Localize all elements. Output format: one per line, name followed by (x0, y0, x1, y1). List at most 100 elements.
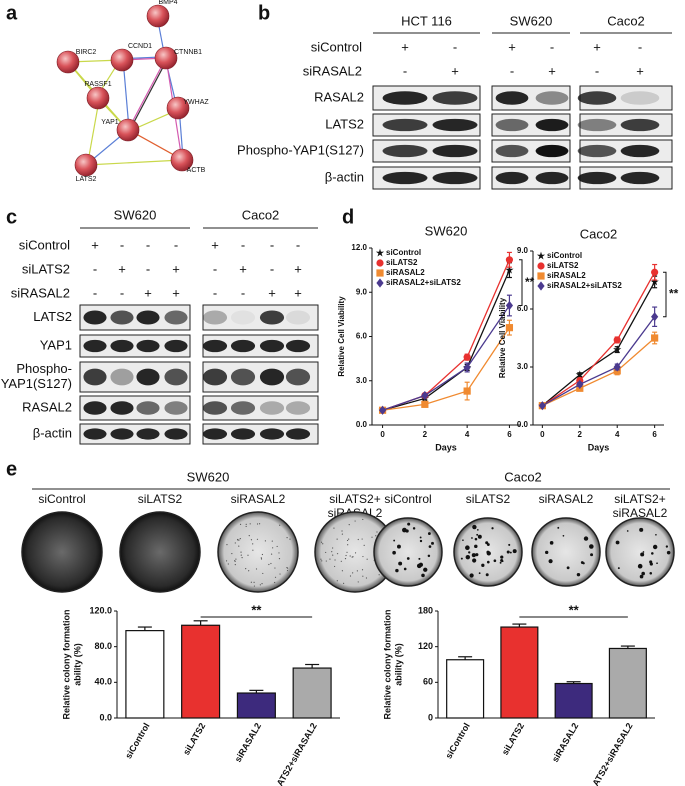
blot-band (83, 368, 107, 386)
condition-sign: - (213, 285, 217, 300)
cell-line: Caco2 (242, 207, 280, 222)
colony (249, 523, 251, 525)
colony (261, 583, 263, 585)
x-tick-label: 4 (615, 430, 620, 439)
condition-sign: - (146, 237, 150, 252)
colony (506, 550, 510, 554)
series-line (542, 337, 656, 407)
legend-label: siRASAL2 (386, 268, 425, 277)
node-label: ACTB (187, 167, 206, 174)
colony (235, 558, 237, 560)
y-axis-label: ability (%) (393, 643, 403, 686)
blot-label: YAP1(S127) (1, 376, 72, 391)
blot-band (432, 118, 478, 132)
colony (491, 527, 494, 530)
colony (363, 544, 365, 546)
condition-sign: - (453, 39, 457, 54)
panel-label: c (6, 206, 17, 228)
blot-band (83, 310, 107, 325)
blot-label: β-actin (33, 425, 72, 440)
colony (252, 543, 254, 545)
condition-sign: + (91, 237, 99, 252)
blot-band (259, 310, 285, 325)
colony (240, 554, 242, 556)
network-edge (127, 57, 167, 131)
colony (460, 557, 463, 560)
colony (341, 530, 343, 532)
blot-band (577, 118, 617, 132)
colony (253, 585, 256, 587)
colony (270, 562, 272, 565)
blot-band (136, 401, 160, 415)
panel-label: a (6, 2, 18, 24)
lane-label: siControl (38, 492, 85, 506)
colony (412, 527, 416, 530)
network-edge (85, 159, 183, 166)
colony (362, 575, 364, 577)
condition-label: siLATS2 (22, 261, 70, 276)
colony (252, 549, 254, 551)
cell-line: HCT 116 (401, 13, 452, 28)
panel-label: b (258, 2, 270, 24)
y-tick-label: 80.0 (94, 641, 112, 651)
marker (421, 400, 429, 408)
x-tick-label: siRASAL2 (550, 721, 580, 764)
colony (469, 573, 474, 578)
colony (375, 535, 377, 537)
blot-label: YAP1 (40, 337, 72, 352)
y-tick-label: 6.0 (356, 332, 368, 341)
cell-line: Caco2 (607, 13, 645, 28)
colony (392, 550, 396, 555)
condition-sign: + (172, 261, 180, 276)
legend-label: siRASAL2+siLATS2 (547, 281, 622, 290)
colony (245, 568, 247, 570)
x-tick-label: 6 (507, 430, 512, 439)
colony (274, 576, 277, 578)
network-node (86, 86, 110, 110)
blot-band (164, 310, 188, 325)
condition-sign: - (93, 285, 97, 300)
marker (613, 362, 621, 372)
colony (274, 567, 276, 569)
colony (493, 559, 497, 563)
node-label: BMP4 (158, 0, 177, 6)
y-axis-label: Relative colony formation (382, 609, 392, 719)
colony (465, 545, 470, 551)
blot-label: Phospho- (16, 361, 72, 376)
colony (239, 523, 242, 526)
condition-sign: - (120, 237, 124, 252)
series-line (382, 269, 511, 411)
condition-sign: + (172, 285, 180, 300)
colony (471, 553, 476, 558)
x-tick-label: 6 (652, 430, 657, 439)
condition-sign: + (118, 261, 126, 276)
blot-band (164, 401, 188, 415)
bar (292, 667, 332, 719)
colony (336, 553, 339, 555)
legend-marker (536, 251, 546, 260)
marker (505, 256, 514, 264)
y-tick-label: 0.0 (356, 420, 368, 429)
bar (500, 626, 539, 719)
blot-band (382, 118, 428, 132)
bar (125, 630, 165, 719)
colony (637, 563, 643, 569)
condition-sign: + (239, 261, 247, 276)
lane-label: siRASAL2 (231, 492, 286, 506)
colony (346, 539, 349, 542)
blot-band (495, 118, 529, 132)
marker (463, 387, 471, 395)
marker (421, 390, 429, 401)
colony (274, 581, 276, 584)
colony (245, 523, 247, 525)
colony (234, 560, 236, 562)
marker (505, 300, 514, 311)
colony (333, 565, 336, 568)
colony (656, 562, 658, 565)
colony (247, 554, 249, 556)
y-tick-label: 3.0 (356, 376, 368, 385)
colony (393, 539, 396, 542)
legend-marker (537, 262, 545, 270)
legend-label: siRASAL2 (547, 271, 586, 280)
colony (279, 573, 281, 575)
